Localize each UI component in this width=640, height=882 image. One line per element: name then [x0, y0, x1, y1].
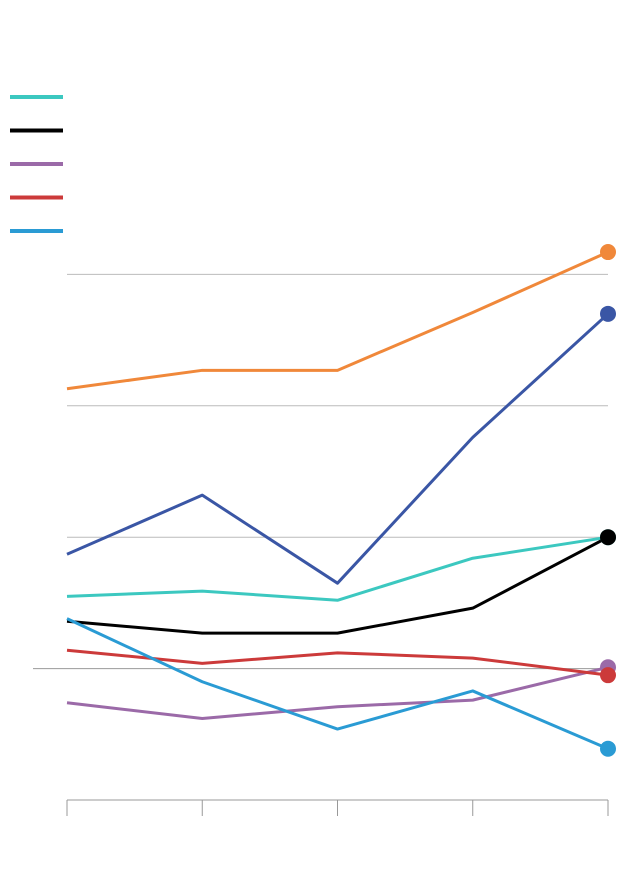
end-marker — [600, 667, 616, 684]
series-line — [66, 648, 609, 677]
series-line — [66, 665, 609, 721]
series-line — [66, 535, 609, 635]
end-marker — [600, 529, 616, 546]
end-marker — [600, 244, 616, 261]
series-line — [66, 617, 609, 751]
series-line — [66, 250, 609, 391]
series-line — [66, 312, 610, 585]
series-line — [66, 535, 609, 602]
end-marker — [600, 740, 616, 757]
end-marker — [600, 305, 616, 322]
